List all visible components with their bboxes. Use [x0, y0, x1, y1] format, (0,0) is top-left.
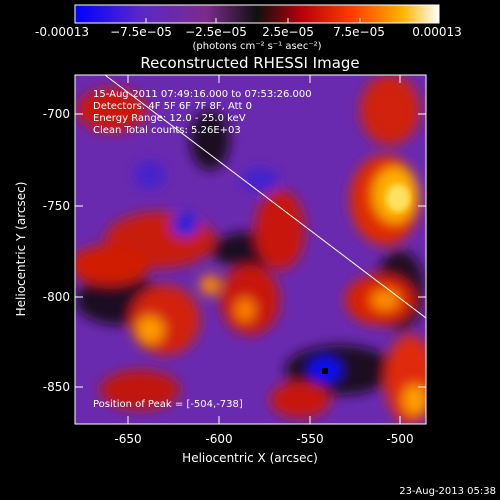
y-axis-label: Heliocentric Y (arcsec) — [14, 182, 28, 317]
colorbar-gradient — [74, 4, 440, 24]
annotations: 15-Aug-2011 07:49:16.000 to 07:53:26.000… — [93, 89, 312, 410]
x-tick-label: -600 — [205, 432, 232, 446]
colorbar-tick-label: 0.00013 — [412, 25, 462, 39]
colorbar-tick-label: −2.5e−05 — [185, 25, 247, 39]
time-range-text: 15-Aug-2011 07:49:16.000 to 07:53:26.000 — [93, 89, 312, 100]
solar-limb-line — [104, 75, 426, 319]
colorbar: -0.00013 −7.5e−05 −2.5e−05 2.5e−05 7.5e−… — [35, 4, 462, 52]
peak-marker — [322, 368, 328, 374]
y-tick-label: -800 — [43, 290, 70, 304]
x-tick-label: -650 — [114, 432, 141, 446]
x-tick-label: -550 — [296, 432, 323, 446]
colorbar-tick-label: 7.5e−05 — [333, 25, 385, 39]
y-tick-label: -850 — [43, 380, 70, 394]
peak-position-text: Position of Peak = [-504,-738] — [93, 399, 243, 410]
y-axis-ticks — [75, 113, 426, 388]
plot-title: Reconstructed RHESSI Image — [140, 54, 359, 72]
x-tick-label: -500 — [386, 432, 413, 446]
y-tick-label: -700 — [43, 107, 70, 121]
energy-range-text: Energy Range: 12.0 - 25.0 keV — [93, 113, 246, 124]
colorbar-tick-label: −7.5e−05 — [110, 25, 172, 39]
y-tick-label: -750 — [43, 199, 70, 213]
x-axis-label: Heliocentric X (arcsec) — [182, 451, 318, 465]
plot-frame — [74, 74, 427, 425]
image-map — [75, 75, 426, 424]
clean-counts-text: Clean Total counts: 5.26E+03 — [93, 125, 241, 136]
detectors-text: Detectors: 4F 5F 6F 7F 8F, Att 0 — [93, 101, 252, 112]
colorbar-tick-label: -0.00013 — [35, 25, 89, 39]
x-axis-ticks — [127, 75, 401, 424]
colorbar-ticks — [74, 18, 440, 23]
colorbar-tick-label: 2.5e−05 — [262, 25, 314, 39]
colorbar-units: (photons cm⁻² s⁻¹ asec⁻²) — [192, 41, 321, 52]
timestamp: 23-Aug-2013 05:38 — [399, 486, 496, 497]
